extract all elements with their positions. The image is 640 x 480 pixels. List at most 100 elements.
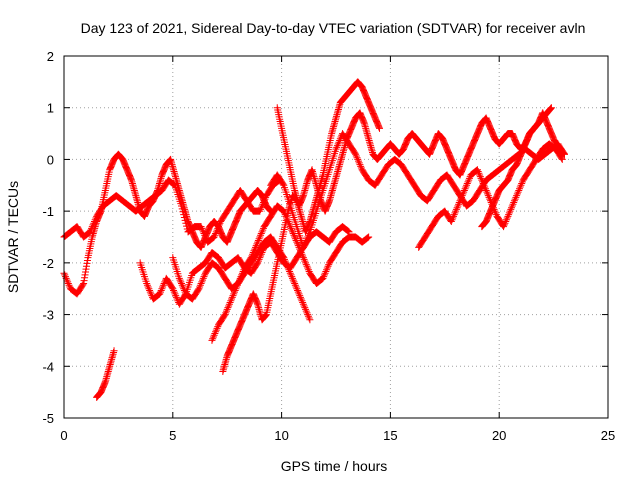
data-point	[304, 266, 312, 274]
data-point	[460, 186, 468, 194]
data-point	[352, 152, 360, 160]
data-point	[208, 336, 216, 344]
data-point	[518, 180, 526, 188]
data-point	[449, 214, 457, 222]
data-point	[145, 285, 153, 293]
data-point	[320, 271, 328, 279]
data-point	[157, 286, 165, 294]
data-point	[288, 273, 296, 281]
data-point	[501, 219, 509, 227]
data-point	[301, 304, 309, 312]
data-point	[334, 140, 342, 148]
data-point	[319, 274, 327, 282]
data-point	[79, 281, 87, 289]
data-point	[505, 211, 513, 219]
data-point	[344, 227, 352, 235]
data-point	[257, 250, 265, 258]
data-point	[209, 335, 217, 343]
data-point	[335, 138, 343, 146]
data-point	[323, 264, 331, 272]
data-point	[194, 286, 202, 294]
data-point	[227, 297, 235, 305]
data-point	[212, 328, 220, 336]
data-point	[250, 247, 258, 255]
data-point	[288, 274, 296, 282]
data-point	[213, 324, 221, 332]
data-point	[253, 260, 261, 268]
data-point	[505, 209, 513, 217]
data-point	[476, 173, 484, 181]
data-point	[284, 264, 292, 272]
x-tick-label: 20	[492, 428, 506, 443]
data-point	[452, 205, 460, 213]
data-point	[376, 124, 384, 132]
data-point	[354, 155, 362, 163]
series-track-6	[208, 202, 373, 344]
data-point	[363, 234, 371, 242]
data-point	[249, 249, 257, 257]
data-point	[160, 280, 168, 288]
data-point	[558, 154, 566, 162]
x-tick-label: 25	[601, 428, 615, 443]
data-point	[226, 299, 234, 307]
data-point	[286, 267, 294, 275]
data-point	[228, 293, 236, 301]
data-point	[510, 197, 518, 205]
data-point	[558, 155, 566, 163]
data-point	[156, 288, 164, 296]
data-point	[306, 316, 314, 324]
data-point	[220, 312, 228, 320]
data-point	[159, 283, 167, 291]
y-tick-label: 0	[47, 152, 54, 167]
data-point	[293, 238, 301, 246]
series-track-7	[219, 78, 384, 375]
data-point	[461, 185, 469, 193]
data-point	[484, 190, 492, 198]
data-point	[517, 181, 525, 189]
data-point	[475, 169, 483, 177]
data-point	[300, 302, 308, 310]
data-point	[235, 278, 243, 286]
data-point	[238, 271, 246, 279]
data-point	[299, 243, 307, 251]
data-point	[447, 217, 455, 225]
data-point	[506, 207, 514, 215]
data-point	[514, 188, 522, 196]
data-point	[224, 304, 232, 312]
data-point	[304, 311, 312, 319]
data-point	[333, 142, 341, 150]
data-point	[229, 292, 237, 300]
data-point	[302, 261, 310, 269]
data-point	[210, 331, 218, 339]
ticks: 0 5 10 15 20 25 -5 -4 -3 -2 -1 0 1 2	[42, 49, 615, 443]
data-point	[547, 104, 555, 112]
data-point	[254, 257, 262, 265]
data-point	[354, 157, 362, 165]
data-point	[474, 167, 482, 175]
series-track-4	[136, 223, 353, 308]
data-point	[298, 250, 306, 258]
data-point	[295, 290, 303, 298]
series-track-10	[415, 140, 566, 251]
data-point	[473, 166, 481, 174]
data-point	[508, 204, 516, 212]
data-point	[463, 180, 471, 188]
data-point	[512, 193, 520, 201]
data-point	[159, 281, 167, 289]
series-layer	[60, 78, 568, 401]
data-point	[302, 236, 310, 244]
x-tick-label: 5	[169, 428, 176, 443]
data-point	[479, 178, 487, 186]
data-point	[322, 267, 330, 275]
data-point	[143, 281, 151, 289]
x-tick-label: 0	[60, 428, 67, 443]
data-point	[352, 150, 360, 158]
series-track-11	[478, 104, 555, 231]
data-point	[234, 280, 242, 288]
data-point	[288, 226, 296, 234]
data-point	[296, 293, 304, 301]
data-point	[451, 209, 459, 217]
data-point	[458, 192, 466, 200]
data-point	[256, 233, 264, 241]
